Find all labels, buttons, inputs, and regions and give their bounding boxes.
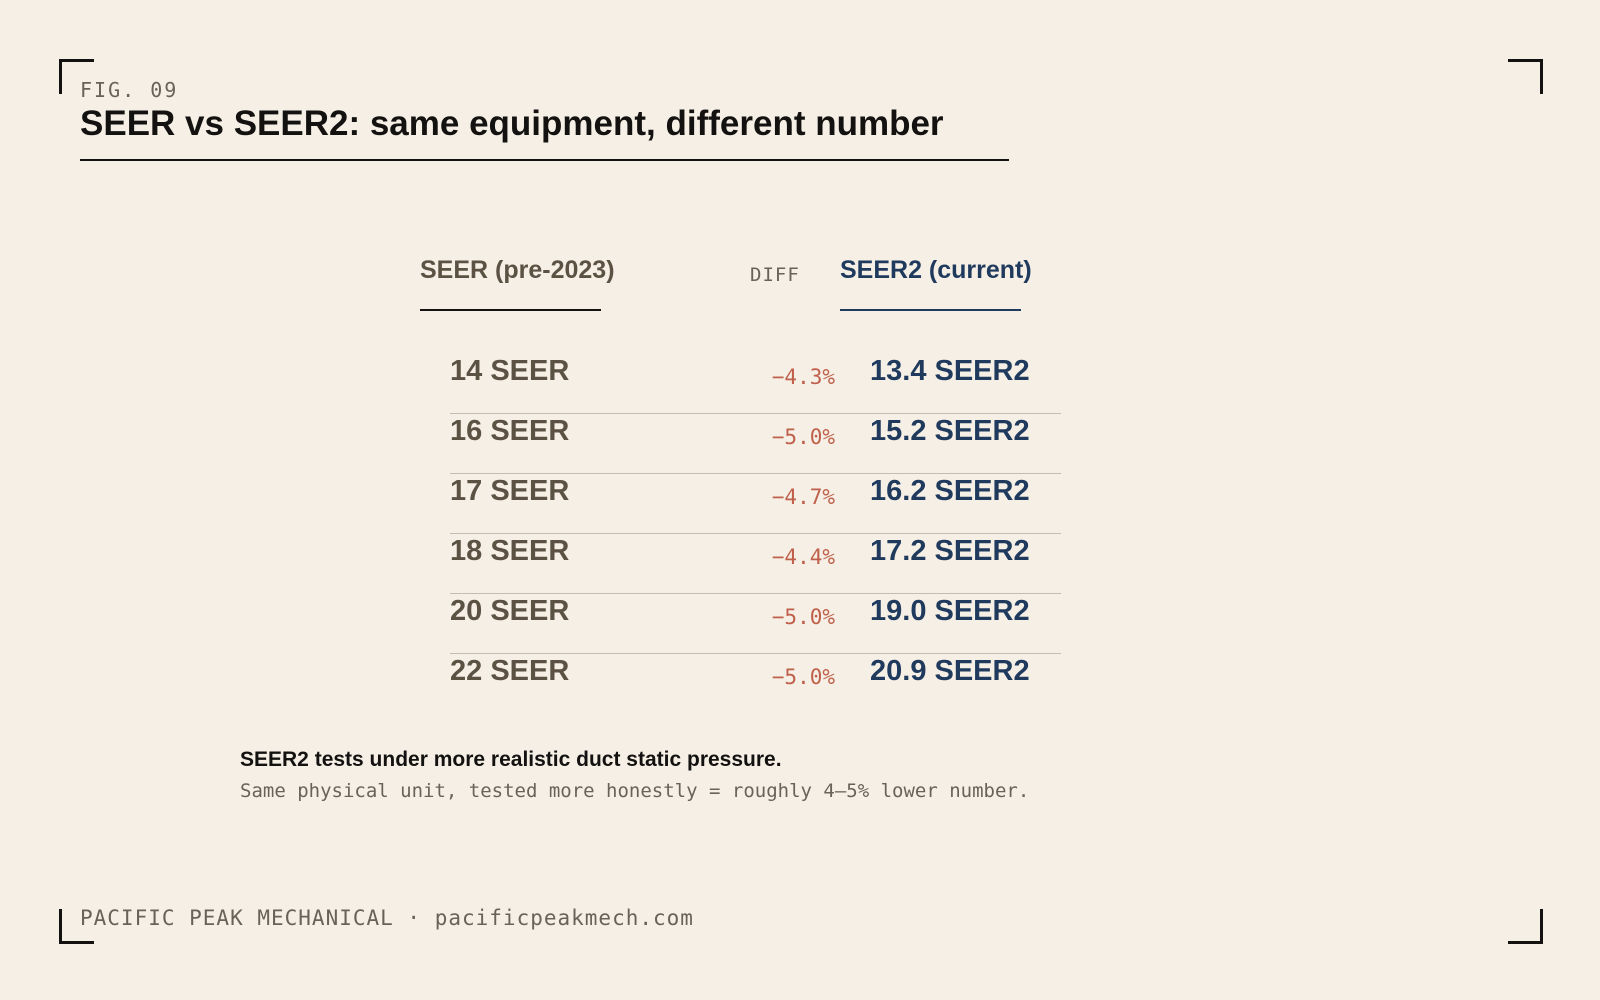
diff-value: −4.7%	[771, 485, 835, 509]
table-row: 16 SEER −5.0% 15.2 SEER2	[450, 413, 1061, 473]
diff-value: −5.0%	[771, 425, 835, 449]
seer-value: 16 SEER	[450, 415, 570, 447]
corner-mark-bottom-right	[1508, 909, 1543, 944]
column-header-diff: DIFF	[750, 264, 800, 286]
corner-mark-top-left	[59, 59, 94, 94]
corner-mark-top-right	[1508, 59, 1543, 94]
seer2-value: 16.2 SEER2	[870, 475, 1030, 507]
table-row: 14 SEER −4.3% 13.4 SEER2	[450, 353, 1061, 413]
diff-value: −4.4%	[771, 545, 835, 569]
corner-mark-bottom-left	[59, 909, 94, 944]
seer-value: 18 SEER	[450, 535, 570, 567]
diff-value: −5.0%	[771, 605, 835, 629]
seer2-value: 19.0 SEER2	[870, 595, 1030, 627]
seer-value: 17 SEER	[450, 475, 570, 507]
seer-value: 14 SEER	[450, 355, 570, 387]
note-detail: Same physical unit, tested more honestly…	[240, 780, 1030, 802]
figure-title: SEER vs SEER2: same equipment, different…	[80, 104, 944, 143]
seer-value: 20 SEER	[450, 595, 570, 627]
footer-credit: PACIFIC PEAK MECHANICAL · pacificpeakmec…	[80, 906, 694, 930]
note-headline: SEER2 tests under more realistic duct st…	[240, 748, 782, 771]
table-row: 20 SEER −5.0% 19.0 SEER2	[450, 593, 1061, 653]
table-row: 18 SEER −4.4% 17.2 SEER2	[450, 533, 1061, 593]
seer2-value: 17.2 SEER2	[870, 535, 1030, 567]
table-rows: 14 SEER −4.3% 13.4 SEER2 16 SEER −5.0% 1…	[450, 353, 1061, 713]
seer-value: 22 SEER	[450, 655, 570, 687]
column-header-seer: SEER (pre-2023)	[420, 256, 615, 284]
column-header-seer-underline	[420, 309, 601, 311]
diff-value: −5.0%	[771, 665, 835, 689]
column-header-seer2: SEER2 (current)	[840, 256, 1032, 284]
title-divider	[80, 159, 1009, 161]
seer2-value: 15.2 SEER2	[870, 415, 1030, 447]
table-row: 22 SEER −5.0% 20.9 SEER2	[450, 653, 1061, 713]
figure-label: FIG. 09	[80, 78, 179, 102]
seer2-value: 13.4 SEER2	[870, 355, 1030, 387]
seer2-value: 20.9 SEER2	[870, 655, 1030, 687]
table-row: 17 SEER −4.7% 16.2 SEER2	[450, 473, 1061, 533]
diff-value: −4.3%	[771, 365, 835, 389]
column-header-seer2-underline	[840, 309, 1021, 311]
